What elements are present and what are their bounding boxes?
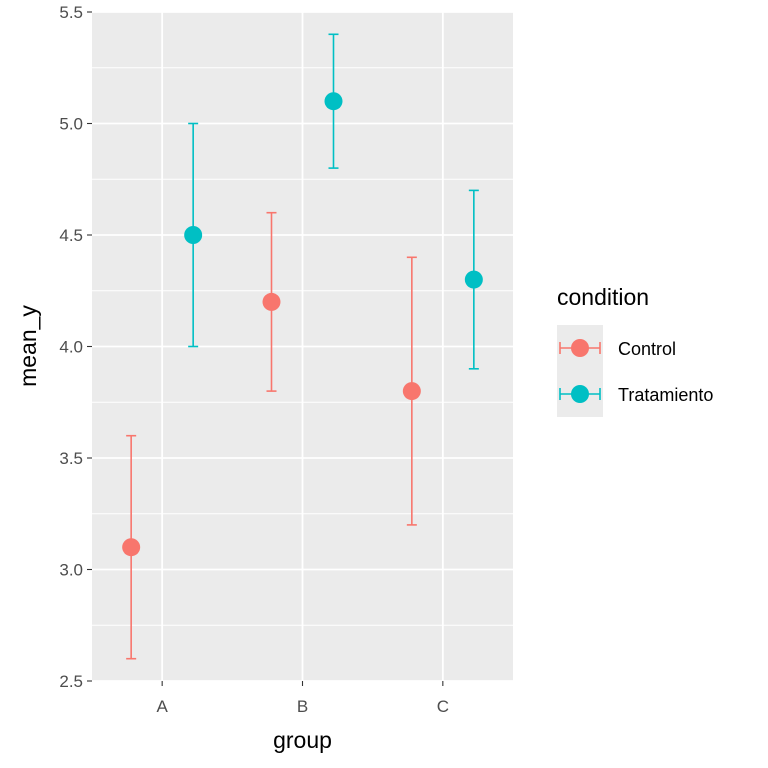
data-point [402, 382, 421, 401]
data-point [184, 226, 203, 244]
x-tick-label: A [156, 697, 168, 716]
legend-key-point [571, 339, 589, 357]
x-axis-title: group [273, 727, 332, 753]
x-axis: A B C [156, 681, 449, 716]
y-axis: 2.5 3.0 3.5 4.0 4.5 5.0 5.5 [59, 3, 92, 691]
legend-label: Control [618, 339, 676, 359]
data-point [324, 92, 343, 111]
y-tick-label: 3.5 [59, 449, 83, 468]
y-axis-title: mean_y [15, 305, 41, 387]
x-tick-label: B [297, 697, 308, 716]
data-point [262, 292, 281, 311]
y-tick-label: 4.0 [59, 338, 83, 357]
chart-marks [122, 33, 483, 660]
y-tick-label: 4.5 [59, 226, 83, 245]
y-tick-label: 2.5 [59, 672, 83, 691]
legend-key-point [571, 385, 589, 403]
legend-title: condition [557, 284, 649, 310]
legend: condition Control Tratamiento [557, 284, 713, 417]
x-tick-label: C [437, 697, 449, 716]
legend-label: Tratamiento [618, 385, 713, 405]
data-point [122, 538, 141, 557]
y-tick-label: 5.0 [59, 115, 83, 134]
data-point [464, 270, 483, 289]
grid-major [92, 11, 513, 682]
y-tick-label: 3.0 [59, 561, 83, 580]
y-tick-label: 5.5 [59, 3, 83, 22]
